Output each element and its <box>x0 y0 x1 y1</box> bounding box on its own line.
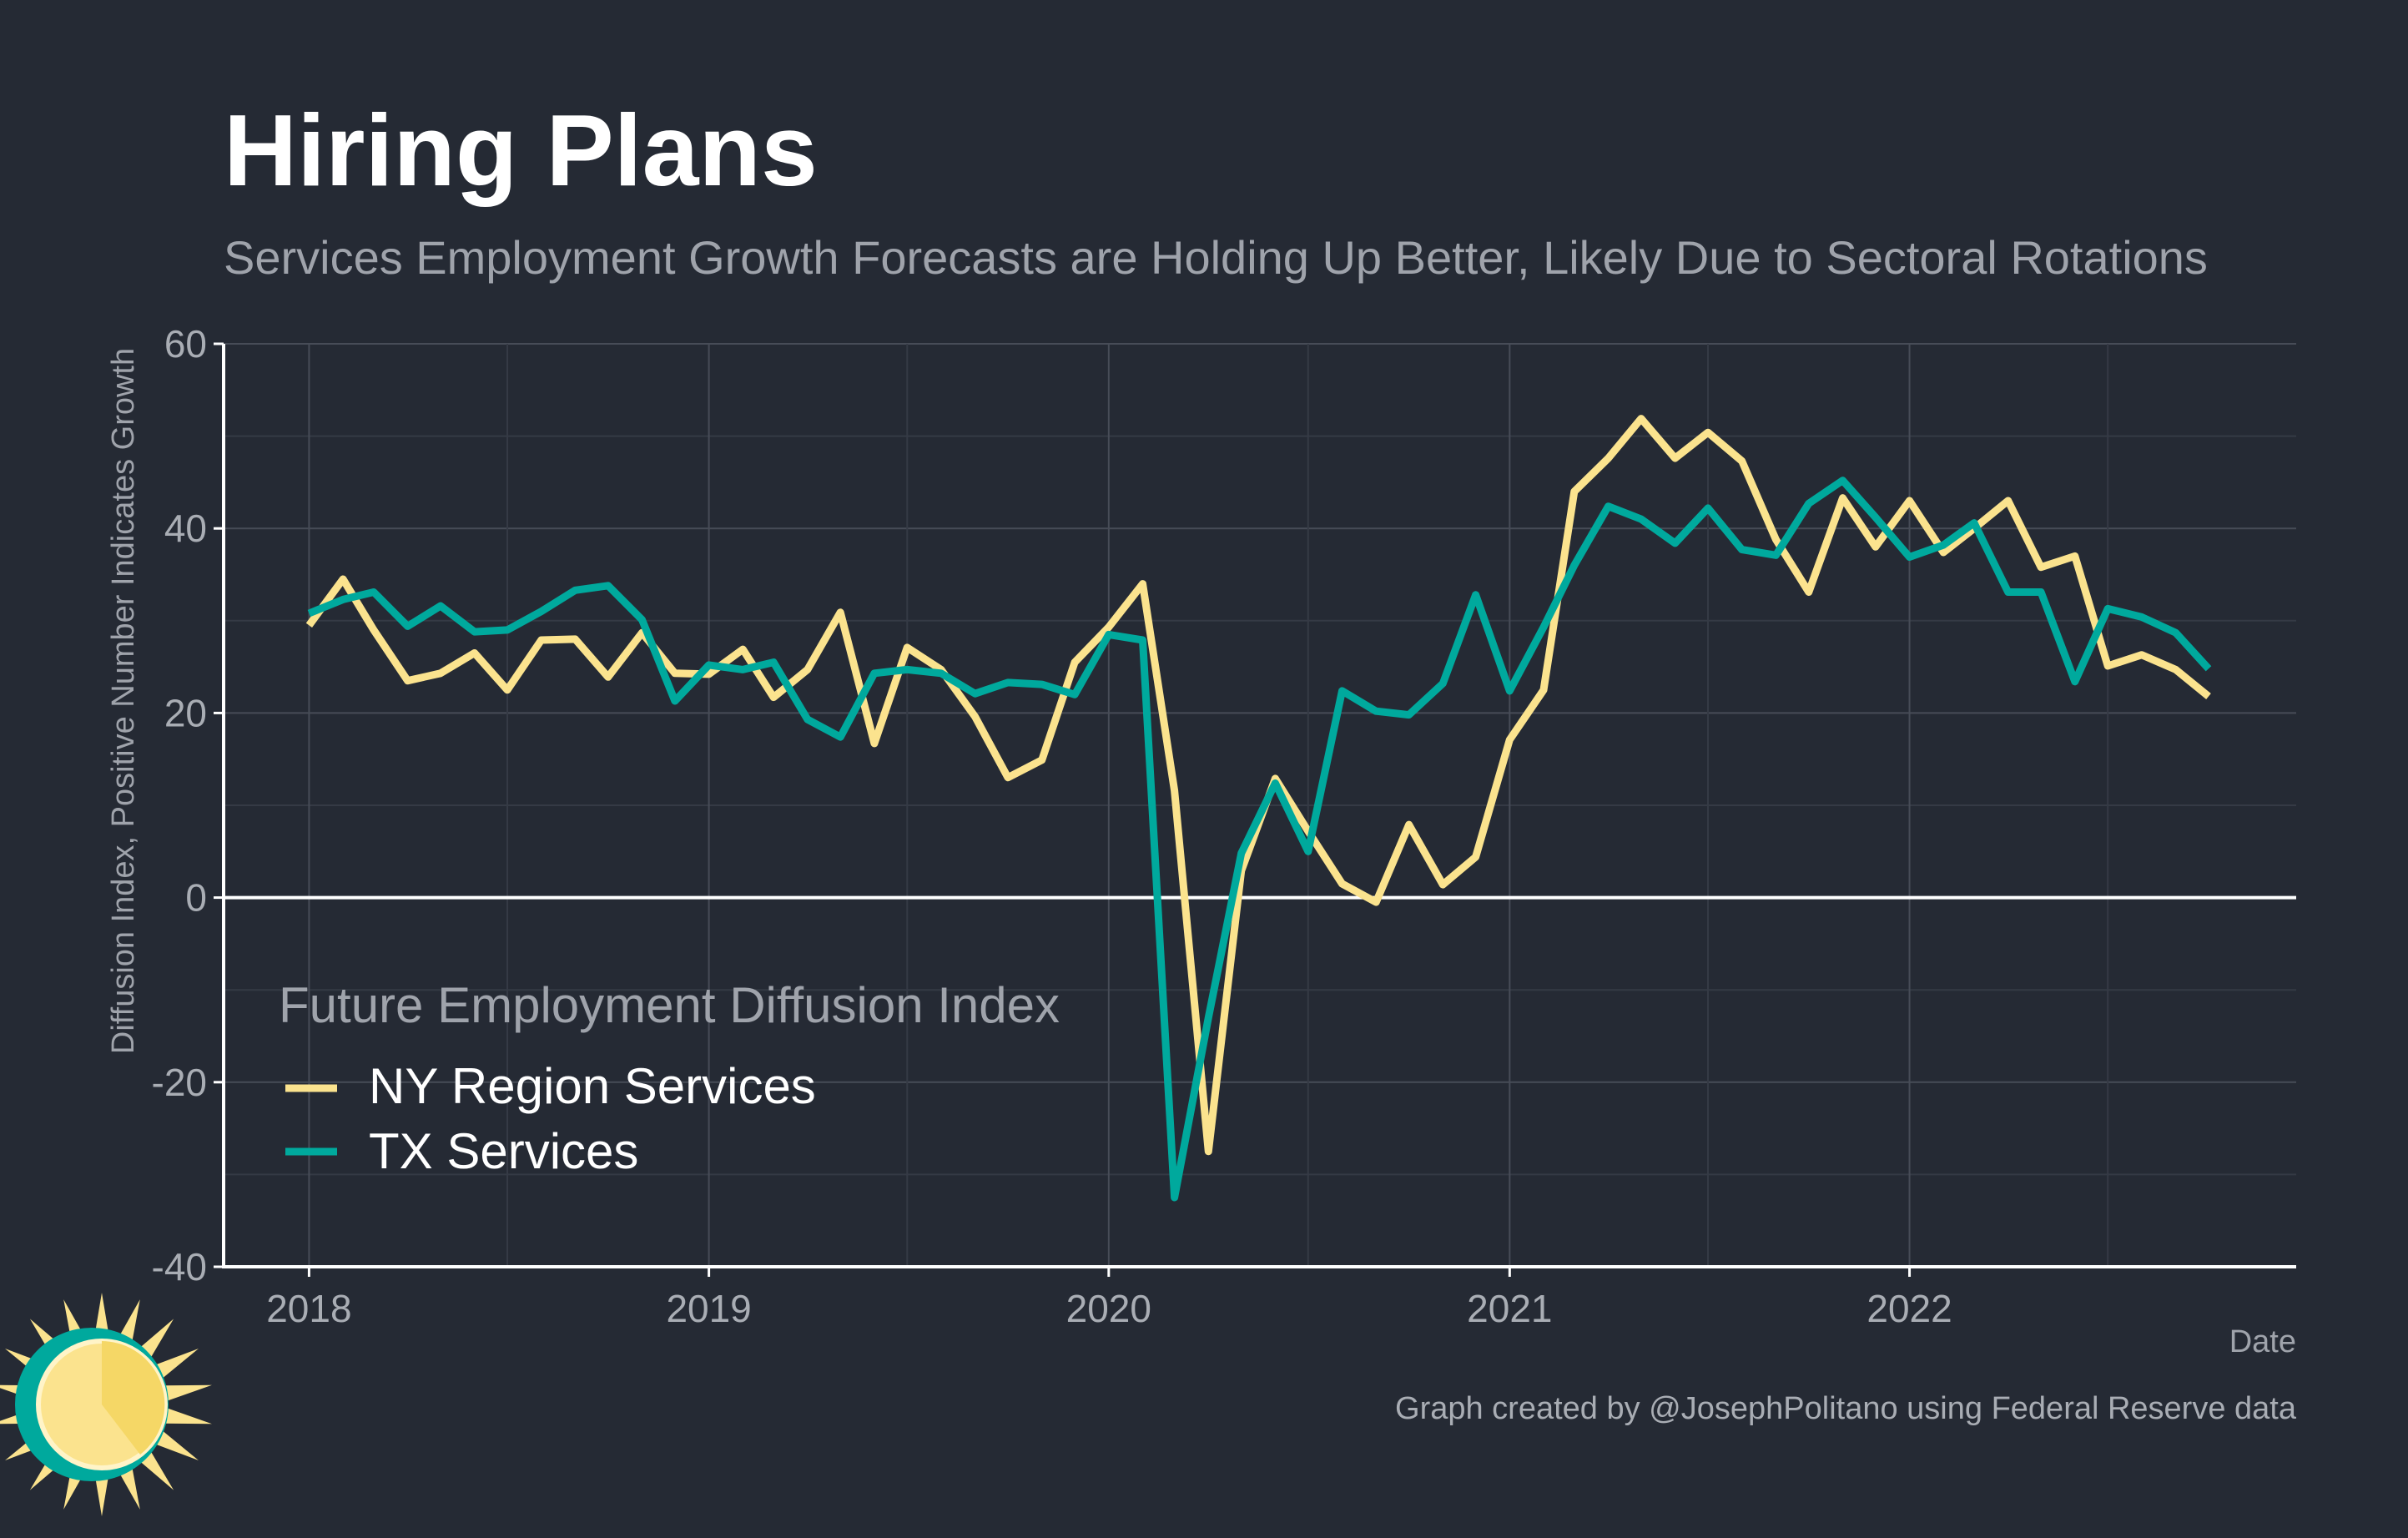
legend-label-tx-services: TX Services <box>369 1123 638 1179</box>
y-tick-label: 40 <box>164 507 207 550</box>
legend-label-ny-region-services: NY Region Services <box>369 1058 816 1114</box>
caption: Graph created by @JosephPolitano using F… <box>1395 1391 2297 1426</box>
x-tick-label: 2020 <box>1066 1287 1151 1330</box>
legend: Future Employment Diffusion Index NY Reg… <box>279 977 1060 1179</box>
x-tick-label: 2018 <box>266 1287 351 1330</box>
axes <box>222 344 2296 1268</box>
x-tick-label: 2022 <box>1866 1287 1952 1330</box>
logo-wedge-icon <box>102 1341 165 1455</box>
y-tick-label: -20 <box>152 1061 207 1104</box>
sun-logo <box>0 1293 212 1516</box>
x-tick-label: 2019 <box>666 1287 751 1330</box>
x-axis-title: Date <box>2229 1324 2296 1359</box>
series-layer <box>305 415 2212 1202</box>
y-axis-title: Diffusion Index, Positive Number Indicat… <box>106 348 141 1054</box>
series-line-tx-services <box>307 477 2212 1202</box>
y-tick-label: -40 <box>152 1245 207 1288</box>
y-axis-ticks: -40 -20 0 20 40 60 <box>152 322 224 1288</box>
y-tick-label: 0 <box>185 876 207 920</box>
chart-title: Hiring Plans <box>224 93 818 207</box>
x-tick-label: 2021 <box>1467 1287 1552 1330</box>
y-tick-label: 20 <box>164 691 207 734</box>
legend-title: Future Employment Diffusion Index <box>279 977 1060 1033</box>
y-tick-label: 60 <box>164 322 207 366</box>
x-axis-ticks: 2018 2019 2020 2021 2022 <box>266 1267 1952 1330</box>
chart-subtitle: Services Employment Growth Forecasts are… <box>224 231 2208 284</box>
